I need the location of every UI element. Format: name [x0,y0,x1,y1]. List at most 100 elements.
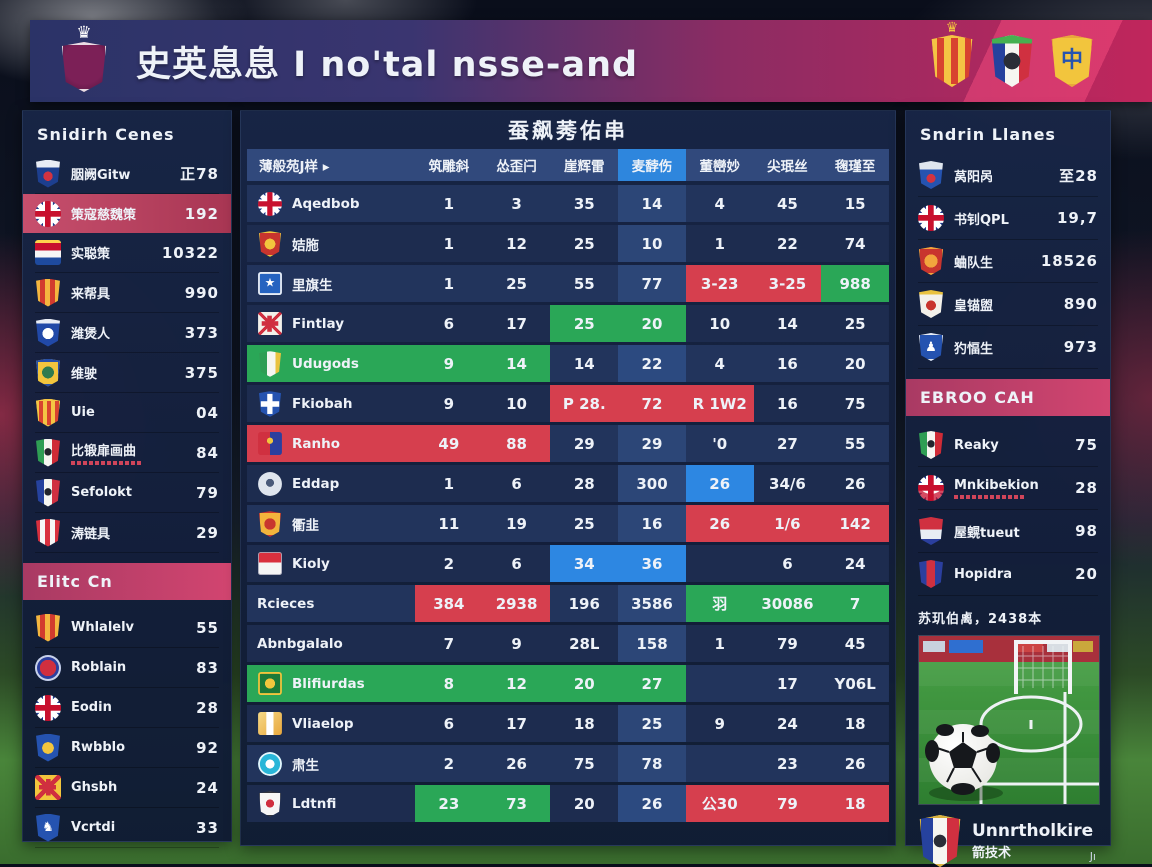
sidebar-item[interactable]: Uie 04 [35,393,219,433]
left-sidebar: Snidirh Cenes 胭阙Gitw 正78 策寇慈魏策 192 实聪策 10322 来… [22,110,232,848]
yellow-cross-crest-icon [35,775,61,800]
column-header[interactable]: 麦馞伤 [618,149,686,181]
table-row[interactable]: Ldtnfi 23 73 20 26 公30 79 18 [247,785,889,822]
stat-cell: 12 [506,234,527,253]
sidebar-item[interactable]: 书钊QPL 19,7 [918,197,1098,240]
team-name: 书钊QPL [954,212,1009,228]
sidebar-item[interactable]: 胭阙Gitw 正78 [35,154,219,194]
team-name: 屋皩tueut [954,525,1020,541]
table-row[interactable]: Fkiobah 9 10 P 28. 72 R 1W2 16 75 [247,385,889,422]
sidebar-item[interactable]: 实聪策 10322 [35,233,219,273]
sidebar-item[interactable]: 策寇慈魏策 192 [23,194,231,233]
team-value: 79 [196,483,219,502]
table-row[interactable]: Ranho 49 88 29 29 '0 27 55 [247,425,889,462]
sidebar-item[interactable]: Hopidra 20 [918,553,1098,596]
sidebar-item[interactable]: 蛐队生 18526 [918,240,1098,283]
stat-cell: 23 [415,785,483,822]
match-promo-card[interactable]: 苏玑伯禼，2438本 [918,608,1100,867]
stat-cell: 36 [618,545,686,582]
team-value: 28 [1075,479,1098,497]
table-row[interactable]: Abnbgalalo 7 9 28L 158 1 79 45 [247,625,889,662]
pitch-photo [918,635,1100,805]
red-white-flag-icon [258,552,282,575]
table-row[interactable]: Aqedbob 1 3 35 14 4 45 15 [247,185,889,222]
sidebar-item[interactable]: 涛链具 29 [35,513,219,553]
sidebar-item[interactable]: 皇锚盥 890 [918,283,1098,326]
sidebar-item[interactable]: Mnkibekion 28 [918,467,1098,510]
column-header[interactable]: 董巒妙 [699,159,740,175]
stat-cell: 18 [573,714,595,733]
column-header[interactable]: 筑雕斜 [428,159,470,175]
team-value: 92 [196,738,219,757]
table-row[interactable]: Udugods 9 14 14 22 4 16 20 [247,345,889,382]
table-row[interactable]: Eddap 1 6 28 300 26 34/6 26 [247,465,889,502]
team-name: 比锻扉画曲 [71,444,137,459]
blue-figure-crest-icon: ♟ [919,333,943,361]
stat-cell: 9 [714,714,725,733]
sidebar-item[interactable]: 潍煲人 373 [35,313,219,353]
table-row[interactable]: Vliaelop 6 17 18 25 9 24 18 [247,705,889,742]
red-blue-circle-icon [35,654,61,681]
table-header-row: 薄般苑J样 ▸ 筑雕斜 怂歪闩 崖辉雷 麦馞伤 董巒妙 尖珉丝 毱瑾至 [247,149,889,181]
sidebar-item[interactable]: Rwbblo 92 [35,728,219,768]
stat-cell: 1 [443,234,455,253]
sidebar-item[interactable]: Ghsbh 24 [35,768,219,808]
sidebar-item[interactable]: Reaky 75 [918,424,1098,467]
sidebar-item[interactable]: 比锻扉画曲 84 [35,433,219,473]
team-name: 潍煲人 [71,327,111,342]
stat-cell: 14 [776,314,798,333]
table-row[interactable]: 衢韭 11 19 25 16 26 1/6 142 [247,505,889,542]
sidebar-item[interactable]: Roblain 83 [35,648,219,688]
team-cell: Vliaelop [247,705,415,742]
team-name: Whlalelv [71,620,135,635]
stat-cell: 20 [573,794,595,813]
stat-cell: 1 [443,274,455,293]
stat-cell: 75 [573,754,595,773]
sidebar-item[interactable]: 维驶 375 [35,353,219,393]
sidebar-item[interactable]: Eodin 28 [35,688,219,728]
stat-cell: 26 [685,505,754,542]
column-header[interactable]: 尖珉丝 [767,159,808,175]
sidebar-item[interactable]: ♞ Vcrtdi 33 [35,808,219,848]
stat-cell: 羽 [685,585,754,622]
table-row[interactable]: Blifiurdas 8 12 20 27 17 Y06L [247,665,889,702]
promo-team-row[interactable]: Unnrtholkire 箭技术 Jı [918,805,1098,867]
table-row[interactable]: 肃生 2 26 75 78 23 26 [247,745,889,782]
table-row[interactable]: Kioly 2 6 34 36 6 24 [247,545,889,582]
table-row[interactable]: ★ 里旗生 1 25 55 77 3-23 3-25 988 [247,265,889,302]
sidebar-item[interactable]: 莴阳呙 至28 [918,154,1098,197]
stat-cell: 8 [415,665,483,702]
stat-cell: 24 [844,554,866,573]
column-header[interactable]: 薄般苑J样 ▸ [259,159,330,175]
team-name: 来帮具 [71,287,111,302]
stat-cell: 20 [550,665,619,702]
team-value: 28 [196,698,219,717]
column-header[interactable]: 毱瑾至 [834,159,876,175]
white-red-crown-crest-icon [919,290,943,318]
eagle-crest-icon [36,159,60,188]
team-value: 55 [196,618,219,637]
stat-cell: 19 [506,514,527,533]
stat-cell: 4 [714,194,725,213]
red-blue-crest-icon [258,432,282,455]
team-name: Sefolokt [71,485,133,500]
table-row[interactable]: 姞胣 1 12 25 10 1 22 74 [247,225,889,262]
red-orange-crest-icon [919,247,943,275]
stat-cell: 16 [776,354,798,373]
column-header[interactable]: 崖辉雷 [564,159,605,175]
stat-cell: 10 [618,225,686,262]
sidebar-item[interactable]: Sefolokt 79 [35,473,219,513]
sidebar-item[interactable]: 来帮具 990 [35,273,219,313]
stat-cell: 26 [506,754,527,773]
table-row[interactable]: Fintlay 6 17 25 20 10 14 25 [247,305,889,342]
sidebar-item[interactable]: 屋皩tueut 98 [918,510,1098,553]
sidebar-item[interactable]: Whlalelv 55 [35,608,219,648]
team-name: Uie [71,405,95,420]
sidebar-item[interactable]: ♟ 犳愊生 973 [918,326,1098,369]
team-cell: 姞胣 [247,225,415,262]
column-header[interactable]: 怂歪闩 [496,159,537,175]
left-team-list: 胭阙Gitw 正78 策寇慈魏策 192 实聪策 10322 来帮具 990 潍煲人 373 维驶 3… [23,154,231,553]
stat-cell: 3 [511,194,522,213]
table-row[interactable]: Rcieces 384 2938 196 3586 羽 30086 7 [247,585,889,622]
team-cell: 衢韭 [247,505,415,542]
